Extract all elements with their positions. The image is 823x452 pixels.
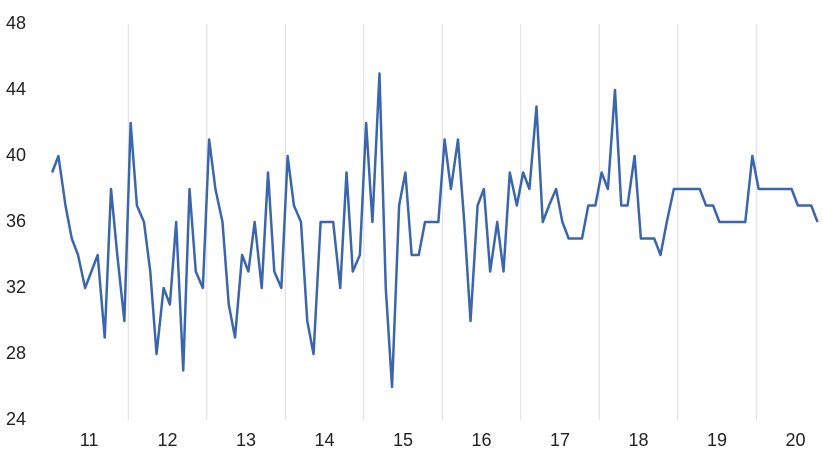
y-tick-label: 24 (6, 409, 26, 429)
x-tick-label: 15 (393, 430, 413, 450)
x-tick-label: 16 (472, 430, 492, 450)
x-tick-label: 17 (550, 430, 570, 450)
x-tick-label: 13 (236, 430, 256, 450)
y-tick-label: 44 (6, 79, 26, 99)
x-tick-label: 14 (315, 430, 335, 450)
data-line (50, 72, 819, 389)
x-tick-label: 19 (707, 430, 727, 450)
y-tick-label: 28 (6, 343, 26, 363)
y-tick-label: 36 (6, 211, 26, 231)
x-tick-label: 12 (158, 430, 178, 450)
y-tick-label: 48 (6, 13, 26, 33)
x-tick-label: 11 (80, 430, 99, 450)
y-tick-label: 32 (6, 277, 26, 297)
x-tick-label: 20 (786, 430, 806, 450)
y-tick-label: 40 (6, 145, 26, 165)
x-tick-label: 18 (629, 430, 649, 450)
